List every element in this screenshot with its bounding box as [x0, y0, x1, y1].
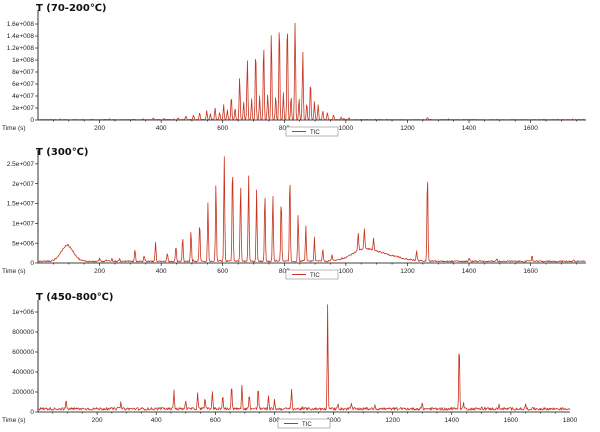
- chart-title: T (300℃): [36, 147, 88, 158]
- x-tick-label: 1200: [400, 268, 415, 275]
- y-tick-label: 5e+006: [12, 240, 34, 247]
- x-tick-label: 1000: [339, 125, 354, 132]
- y-tick-label: 1e+008: [12, 57, 34, 64]
- x-tick-label: 200: [94, 268, 105, 275]
- x-tick-label: 400: [151, 417, 162, 424]
- x-tick-label: 1400: [462, 125, 477, 132]
- x-tick-label: 1000: [339, 268, 354, 275]
- tic-trace: [37, 304, 571, 411]
- legend-box: [285, 126, 339, 137]
- tic-trace: [38, 156, 586, 263]
- x-tick-label: 1600: [523, 268, 538, 275]
- x-axis-label: Time (s): [2, 125, 26, 132]
- legend-box: [285, 269, 339, 280]
- chart-panel-3: T (450-800℃) 0 200000 400000 600000 800000 1e+…: [2, 292, 578, 429]
- tic-trace: [38, 22, 586, 121]
- y-tick-label: 2.5e+007: [7, 161, 35, 168]
- x-tick-label: 1800: [563, 417, 578, 424]
- y-tick-label: 0: [30, 409, 34, 416]
- y-tick-label: 2e+007: [12, 105, 34, 112]
- y-tick-label: 6e+007: [12, 81, 34, 88]
- y-tick-label: 200000: [12, 389, 34, 396]
- y-tick-label: 1.5e+007: [7, 201, 35, 208]
- x-tick-label: 200: [92, 417, 103, 424]
- x-tick-label: 800: [279, 268, 290, 275]
- y-tick-label: 1.4e+008: [7, 33, 35, 40]
- legend-label: TIC: [302, 422, 312, 428]
- y-tick-label: 1.2e+008: [7, 45, 35, 52]
- chart-title: T (70-200℃): [36, 3, 107, 14]
- x-tick-label: 1200: [400, 125, 415, 132]
- chart-title: T (450-800℃): [36, 292, 113, 303]
- y-tick-label: 1e+006: [12, 309, 34, 316]
- x-tick-label: 400: [156, 125, 167, 132]
- x-tick-label: 1600: [504, 417, 519, 424]
- chart-panel-2: T (300℃) 0 5e+006 1e+007 1.5e+007 2e+007 2.5e+…: [2, 147, 586, 280]
- x-tick-label: 800: [279, 125, 290, 132]
- y-tick-label: 600000: [12, 349, 34, 356]
- x-tick-label: 600: [217, 268, 228, 275]
- y-tick-label: 2e+007: [12, 181, 34, 188]
- y-tick-label: 4e+007: [12, 93, 34, 100]
- y-tick-label: 800000: [12, 329, 34, 336]
- y-tick-label: 400000: [12, 369, 34, 376]
- x-tick-label: 400: [156, 268, 167, 275]
- chart-panel-1: T (70-200℃) 0 2e+007 4e+007 6e+007 8e+007 1e+0…: [2, 3, 586, 137]
- x-tick-label: 600: [210, 417, 221, 424]
- x-tick-label: 1000: [326, 417, 341, 424]
- y-tick-label: 1.6e+008: [7, 21, 35, 28]
- x-tick-label: 1600: [523, 125, 538, 132]
- legend: TIC: [277, 418, 331, 429]
- y-tick-label: 0: [30, 260, 34, 267]
- legend-label: TIC: [310, 273, 320, 279]
- x-axis-label: Time (s): [2, 268, 26, 275]
- x-axis-label: Time (s): [2, 417, 26, 424]
- x-tick-label: 1400: [445, 417, 460, 424]
- legend-label: TIC: [310, 130, 320, 136]
- y-tick-label: 8e+007: [12, 69, 34, 76]
- legend: TIC: [285, 269, 339, 280]
- legend: TIC: [285, 126, 339, 137]
- legend-box: [277, 418, 331, 429]
- x-tick-label: 800: [269, 417, 280, 424]
- x-tick-label: 1400: [462, 268, 477, 275]
- y-tick-label: 1e+007: [12, 221, 34, 228]
- x-tick-label: 1200: [385, 417, 400, 424]
- x-tick-label: 600: [217, 125, 228, 132]
- y-tick-label: 0: [30, 117, 34, 124]
- x-tick-label: 200: [94, 125, 105, 132]
